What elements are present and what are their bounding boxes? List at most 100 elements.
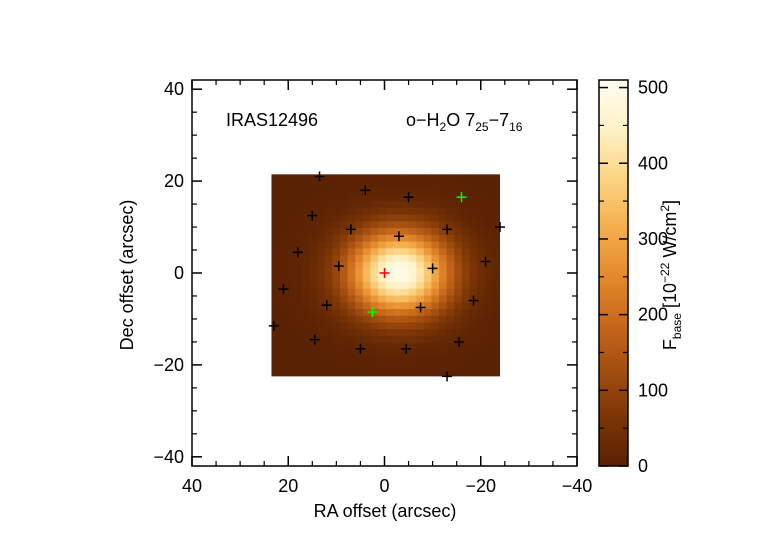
heatmap-cell	[469, 315, 478, 324]
heatmap-cell	[347, 349, 356, 357]
heatmap-cell	[355, 180, 364, 189]
heatmap-cell	[400, 308, 410, 317]
heatmap-cell	[446, 261, 455, 270]
heatmap-cell	[385, 329, 394, 337]
heatmap-cell	[484, 180, 493, 189]
heatmap-cell	[431, 248, 440, 256]
heatmap-cell	[301, 329, 311, 337]
heatmap-cell	[446, 342, 455, 351]
heatmap-cell	[423, 241, 433, 249]
heatmap-cell	[492, 241, 500, 249]
heatmap-cell	[484, 302, 493, 310]
heatmap-cell	[286, 315, 295, 324]
spaxel-marker	[442, 224, 453, 235]
heatmap-cell	[294, 308, 303, 317]
heatmap-cell	[416, 241, 425, 249]
heatmap-cell	[317, 248, 326, 256]
colorbar-tick-label: 300	[638, 229, 668, 249]
heatmap-cell	[400, 228, 410, 236]
heatmap-cell	[492, 322, 500, 330]
heatmap-cell	[423, 201, 433, 209]
spaxel-marker	[355, 343, 366, 354]
heatmap-cell	[416, 201, 425, 209]
heatmap-cell	[385, 275, 394, 283]
heatmap-cell	[400, 335, 410, 344]
heatmap-cell	[339, 356, 349, 364]
heatmap-cell	[294, 275, 303, 283]
heatmap-cell	[469, 369, 478, 377]
heatmap-cell	[362, 329, 372, 337]
x-ticks: 40 20 0 −20 −40	[182, 80, 592, 496]
heatmap-cell	[286, 288, 295, 297]
heatmap-cell	[454, 261, 463, 270]
heatmap-cell	[378, 302, 387, 310]
y-tick-label: 0	[174, 263, 184, 283]
heatmap-cell	[324, 194, 333, 202]
heatmap-cell	[317, 255, 326, 263]
heatmap-cell	[477, 180, 486, 189]
heatmap-cell	[469, 275, 478, 283]
heatmap-cell	[469, 255, 478, 263]
heatmap-cell	[332, 214, 341, 222]
heatmap-cell	[309, 194, 318, 202]
heatmap-cell	[408, 275, 417, 283]
heatmap-cell	[461, 174, 471, 182]
heatmap-cell	[416, 234, 425, 243]
heatmap-cell	[446, 282, 455, 290]
heatmap-cell	[446, 241, 455, 249]
heatmap-cell	[446, 369, 455, 377]
heatmap-cell	[301, 221, 311, 229]
heatmap-cell	[355, 207, 364, 216]
heatmap-cell	[477, 214, 486, 222]
heatmap-cell	[339, 349, 349, 357]
heatmap-cell	[286, 302, 295, 310]
heatmap-cell	[317, 228, 326, 236]
heatmap-cell	[492, 261, 500, 270]
heatmap-cell	[408, 342, 417, 351]
heatmap-cell	[301, 295, 311, 303]
heatmap-cell	[461, 255, 471, 263]
heatmap-cell	[477, 275, 486, 283]
heatmap-cell	[317, 201, 326, 209]
heatmap-cell	[362, 214, 372, 222]
heatmap-cell	[309, 362, 318, 371]
heatmap-cell	[301, 207, 311, 216]
heatmap-cell	[492, 349, 500, 357]
heatmap-cell	[370, 302, 379, 310]
heatmap-cell	[439, 228, 448, 236]
heatmap-cell	[286, 308, 295, 317]
heatmap-cell	[324, 268, 333, 276]
heatmap-cell	[355, 308, 364, 317]
heatmap-cell	[271, 261, 280, 270]
heatmap-cell	[317, 207, 326, 216]
heatmap-cell	[385, 228, 394, 236]
heatmap-cell	[461, 329, 471, 337]
heatmap-cell	[431, 369, 440, 377]
heatmap-cell	[477, 308, 486, 317]
heatmap-cell	[439, 275, 448, 283]
heatmap-cell	[454, 275, 463, 283]
heatmap-cell	[439, 295, 448, 303]
heatmap-cell	[332, 295, 341, 303]
heatmap-cell	[362, 201, 372, 209]
heatmap-cell	[477, 282, 486, 290]
heatmap-cell	[271, 335, 280, 344]
heatmap-cell	[279, 180, 288, 189]
heatmap-cell	[492, 329, 500, 337]
heatmap-cell	[385, 241, 394, 249]
heatmap-cell	[408, 187, 417, 196]
heatmap-cell	[446, 180, 455, 189]
heatmap-cell	[362, 221, 372, 229]
heatmap-cell	[378, 308, 387, 317]
heatmap-cell	[484, 308, 493, 317]
heatmap-cell	[286, 228, 295, 236]
heatmap-cell	[484, 255, 493, 263]
heatmap-cell	[454, 255, 463, 263]
heatmap-cell	[469, 187, 478, 196]
heatmap-cell	[461, 315, 471, 324]
heatmap-cell	[309, 275, 318, 283]
heatmap-cell	[370, 349, 379, 357]
heatmap-cell	[370, 369, 379, 377]
heatmap-cell	[294, 201, 303, 209]
spaxel-marker	[367, 307, 378, 318]
